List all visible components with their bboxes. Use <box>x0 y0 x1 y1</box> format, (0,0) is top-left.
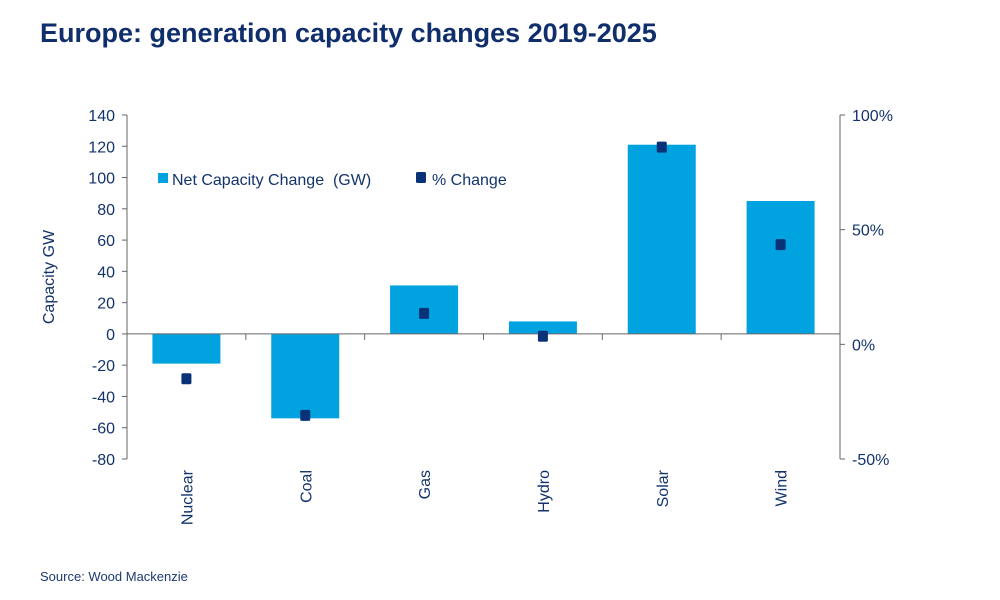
y-tick-label: -80 <box>92 452 115 469</box>
category-label: Nuclear <box>179 469 196 525</box>
legend-bar-swatch <box>158 173 168 183</box>
y-tick-label: 40 <box>97 264 115 281</box>
bar-coal <box>271 333 340 419</box>
legend-marker-label: % Change <box>432 172 507 189</box>
category-label: Wind <box>774 470 791 506</box>
marker-hydro <box>537 330 548 342</box>
marker-nuclear <box>181 373 192 385</box>
marker-solar <box>656 141 667 153</box>
source-note: Source: Wood Mackenzie <box>40 569 188 584</box>
bar-solar <box>627 144 696 334</box>
category-label: Solar <box>655 469 672 507</box>
chart-title: Europe: generation capacity changes 2019… <box>40 18 657 48</box>
category-label: Gas <box>417 470 434 499</box>
marker-gas <box>419 307 430 319</box>
bar-wind <box>746 201 815 334</box>
legend-marker-swatch <box>416 172 426 183</box>
y-tick-label: -40 <box>92 389 115 406</box>
y-tick-label: 60 <box>97 233 115 250</box>
y-tick-label: 100 <box>88 171 115 188</box>
legend-bar-label: Net Capacity Change (GW) <box>172 172 371 189</box>
y-axis-label: Capacity GW <box>41 229 58 324</box>
y-tick-label: 0 <box>106 327 115 344</box>
bar-nuclear <box>152 333 221 364</box>
y2-tick-label: 0% <box>852 337 875 354</box>
y-tick-label: 140 <box>88 108 115 125</box>
y-tick-label: -60 <box>92 421 115 438</box>
y-tick-label: 120 <box>88 139 115 156</box>
category-label: Hydro <box>536 470 553 513</box>
y-tick-label: 80 <box>97 202 115 219</box>
y-tick-label: 20 <box>97 296 115 313</box>
marker-wind <box>775 239 786 251</box>
y2-tick-label: 100% <box>852 108 893 125</box>
category-label: Coal <box>298 470 315 503</box>
y-tick-label: -20 <box>92 358 115 375</box>
y2-tick-label: -50% <box>852 452 889 469</box>
marker-coal <box>300 409 311 421</box>
y2-tick-label: 50% <box>852 223 884 240</box>
bar-hydro <box>508 321 577 334</box>
